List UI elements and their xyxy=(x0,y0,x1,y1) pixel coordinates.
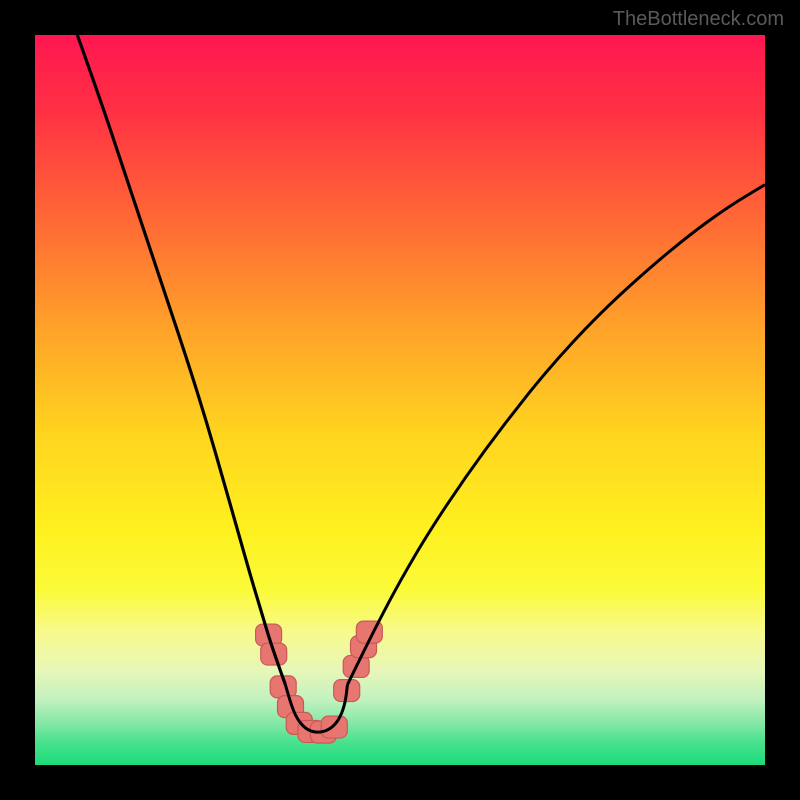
left-curve xyxy=(77,35,285,685)
chart-svg xyxy=(35,35,765,765)
right-curve xyxy=(347,185,765,685)
plot-area xyxy=(35,35,765,765)
watermark-text: TheBottleneck.com xyxy=(613,8,784,31)
marker xyxy=(321,716,347,738)
markers-group xyxy=(256,621,383,743)
